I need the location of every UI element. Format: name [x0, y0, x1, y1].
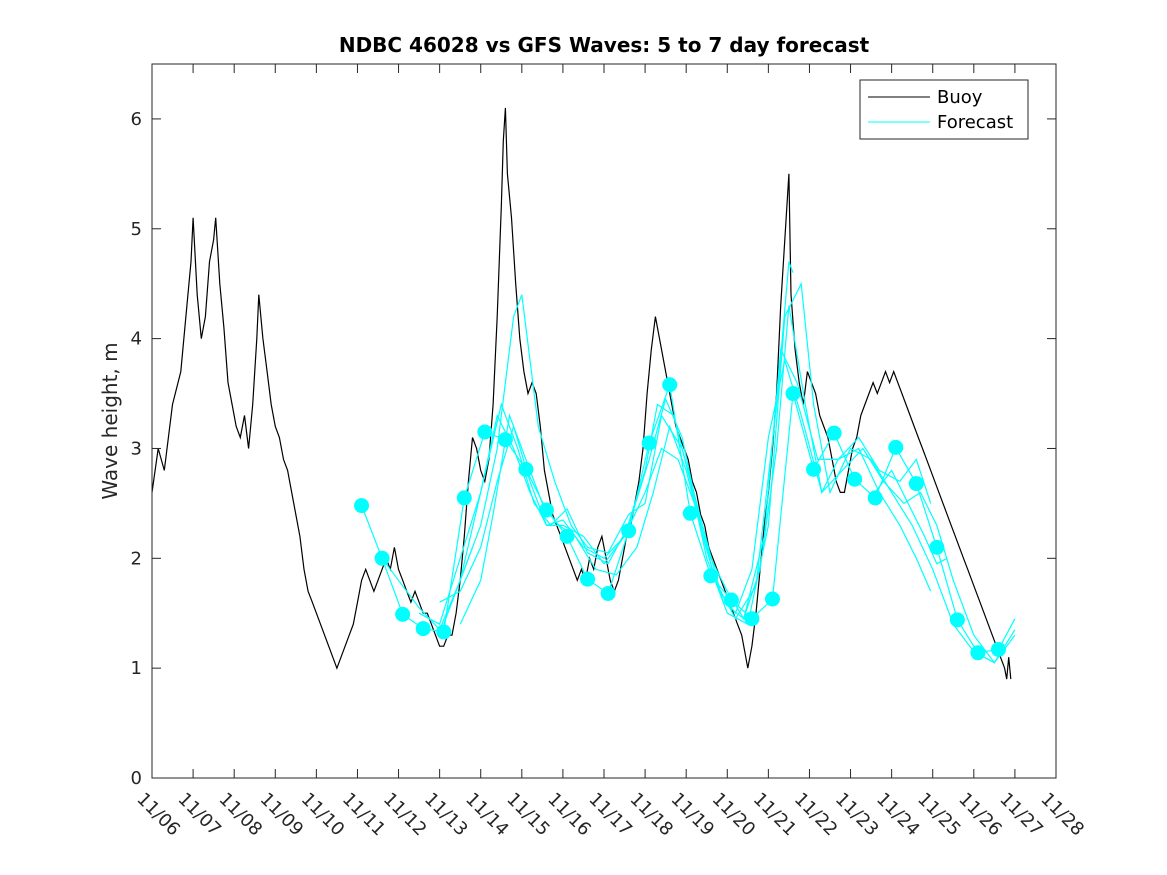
forecast-dot: [600, 585, 616, 601]
forecast-dot: [395, 606, 411, 622]
forecast-dot: [682, 505, 698, 521]
forecast-dot: [908, 476, 924, 492]
forecast-dot: [415, 621, 431, 637]
legend: Buoy Forecast: [859, 79, 1029, 140]
forecast-dot: [662, 377, 678, 393]
forecast-dot: [374, 550, 390, 566]
forecast-dot: [785, 386, 801, 402]
forecast-dot: [641, 435, 657, 451]
forecast-dot: [621, 523, 637, 539]
y-tick-label: 5: [131, 219, 142, 240]
forecast-dot: [826, 425, 842, 441]
chart-title: NDBC 46028 vs GFS Waves: 5 to 7 day fore…: [339, 33, 870, 57]
y-tick-label: 3: [131, 438, 142, 459]
y-axis: 0 1 2 3 4 5 6: [131, 109, 1056, 789]
forecast-dot: [354, 498, 370, 514]
forecast-dot: [518, 461, 534, 477]
forecast-run-line: [874, 469, 948, 565]
forecast-dot: [723, 592, 739, 608]
forecast-dot: [703, 568, 719, 584]
forecast-dot: [990, 641, 1006, 657]
forecast-dot: [888, 439, 904, 455]
forecast-dot: [497, 432, 513, 448]
buoy-series: [151, 107, 1012, 680]
legend-buoy-label: Buoy: [937, 87, 983, 108]
forecast-dot: [847, 471, 863, 487]
legend-box: [859, 79, 1029, 140]
forecast-dot: [744, 611, 760, 627]
forecast-dot: [806, 461, 822, 477]
forecast-dot: [929, 539, 945, 555]
forecast-dot: [764, 591, 780, 607]
forecast-dot: [559, 528, 575, 544]
forecast-dot: [867, 490, 883, 506]
y-tick-label: 6: [131, 109, 142, 130]
y-tick-label: 0: [131, 768, 142, 789]
forecast-run-line: [443, 547, 474, 625]
forecast-dot: [970, 645, 986, 661]
y-tick-label: 2: [131, 548, 142, 569]
y-axis-label: Wave height, m: [98, 342, 122, 499]
buoy-line: [151, 107, 1012, 680]
legend-forecast-label: Forecast: [937, 112, 1013, 133]
forecast-dot: [949, 612, 965, 628]
y-tick-label: 1: [131, 658, 142, 679]
forecast-dot: [538, 502, 554, 518]
forecast-dot: [477, 424, 493, 440]
forecast-dot: [436, 624, 452, 640]
forecast-dot: [456, 490, 472, 506]
y-tick-label: 4: [131, 329, 142, 350]
forecast-run-line: [459, 294, 932, 620]
plot-area: [152, 64, 1056, 778]
forecast-dots: [354, 377, 1006, 661]
forecast-dot: [580, 571, 596, 587]
